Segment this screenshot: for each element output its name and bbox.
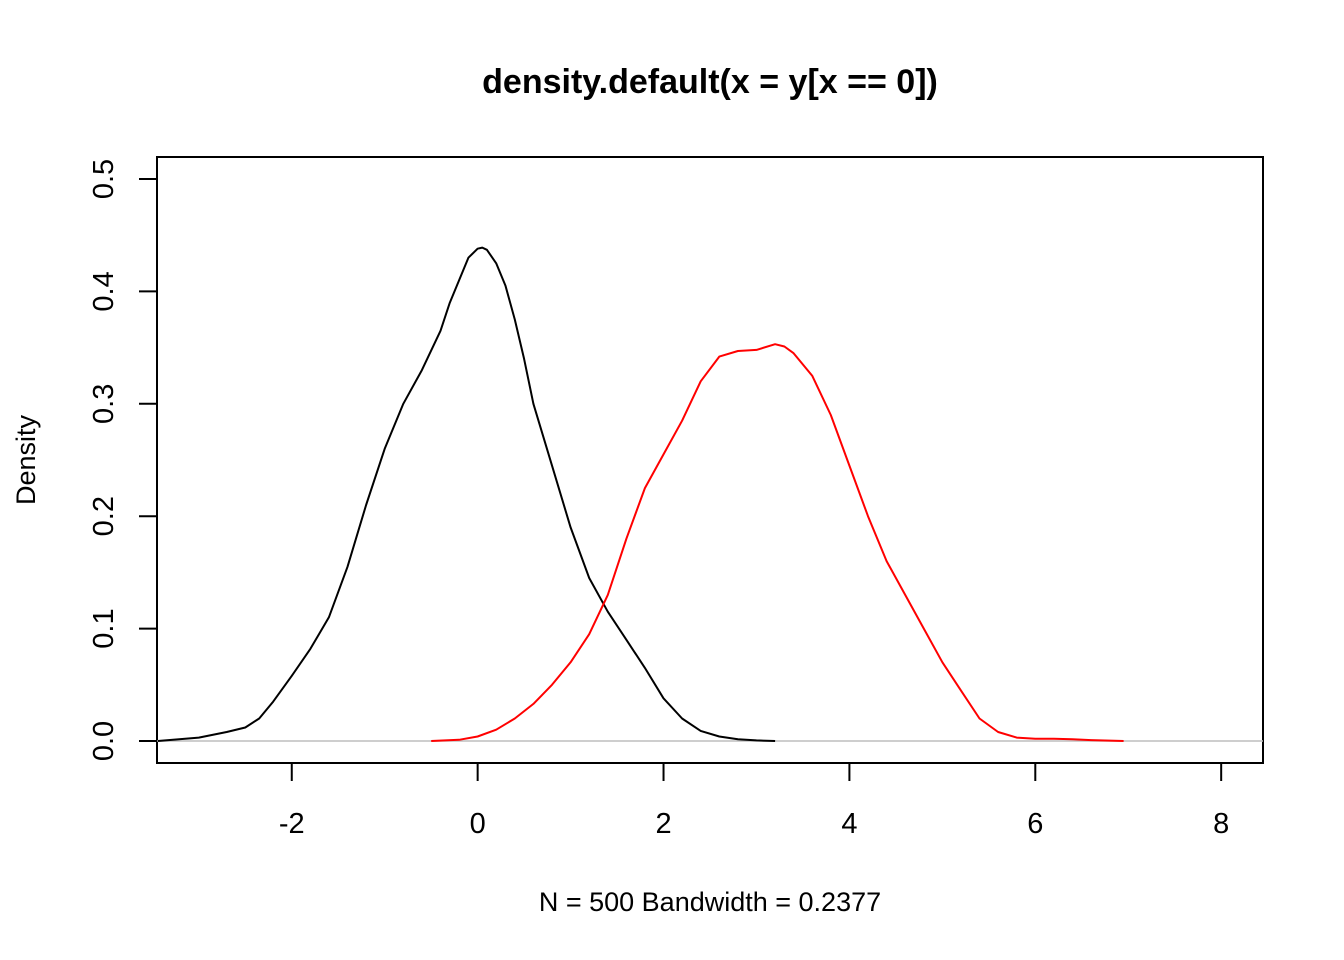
- y-tick-label: 0.5: [88, 159, 120, 199]
- plot-area: [157, 246, 1263, 742]
- x-tick-label: 8: [1213, 808, 1229, 840]
- y-tick-label: 0.1: [88, 608, 120, 648]
- y-tick-label: 0.0: [88, 721, 120, 761]
- y-tick-label: 0.3: [88, 384, 120, 424]
- x-tick-label: 2: [655, 808, 671, 840]
- plot-frame: [156, 156, 1264, 764]
- y-axis: 0.0 0.1 0.2 0.3 0.4 0.5: [88, 159, 158, 761]
- y-tick-label: 0.2: [88, 496, 120, 536]
- density-curve-2: [431, 343, 1124, 742]
- x-axis: -2 0 2 4 6 8: [279, 762, 1229, 840]
- x-tick-label: 4: [841, 808, 857, 840]
- x-tick-label: -2: [279, 808, 305, 840]
- y-tick-label: 0.4: [88, 271, 120, 311]
- x-tick-label: 6: [1027, 808, 1043, 840]
- x-tick-label: 0: [470, 808, 486, 840]
- density-curve-1: [157, 246, 776, 742]
- chart-title: density.default(x = y[x == 0]): [482, 63, 938, 101]
- y-axis-label: Density: [11, 414, 41, 505]
- x-axis-label: N = 500 Bandwidth = 0.2377: [539, 887, 881, 917]
